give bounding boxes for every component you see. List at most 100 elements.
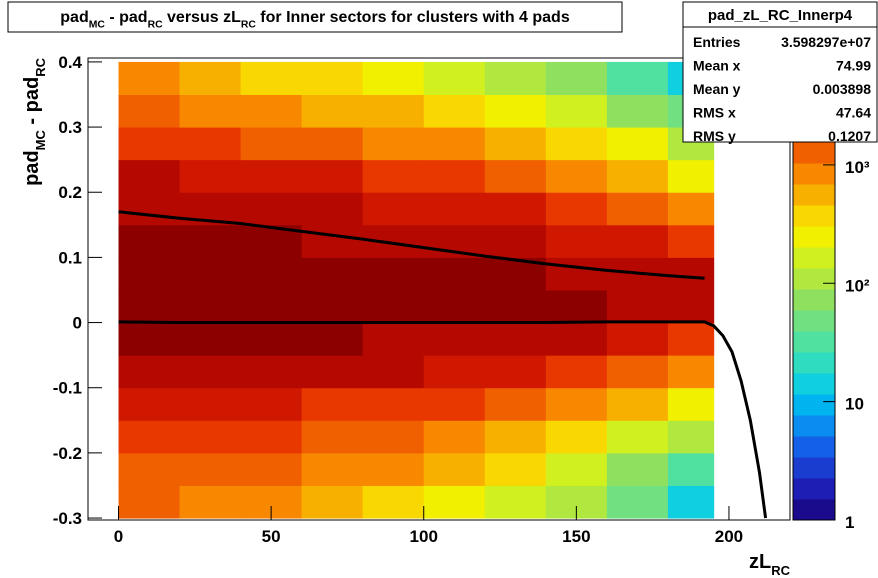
heat-cell (362, 289, 425, 324)
heat-cell (240, 452, 303, 486)
stats-value: 47.64 (836, 105, 871, 121)
heat-cell (545, 322, 608, 356)
colorbar-band (793, 268, 835, 290)
heat-cell (240, 94, 303, 128)
heat-cell (179, 224, 242, 258)
heat-cell (301, 420, 364, 454)
colorbar-band (793, 163, 835, 185)
heat-cell (362, 159, 425, 193)
heat-cell (545, 94, 608, 128)
text-part: for Inner sectors for clusters with 4 pa… (256, 9, 570, 26)
text-part: versus zL (163, 9, 241, 26)
y-tick-label: 0.1 (58, 248, 82, 267)
y-tick-label: 0.3 (58, 118, 82, 137)
colorbar-band (793, 289, 835, 311)
heat-cell (362, 452, 425, 486)
heat-cell (423, 61, 486, 95)
heat-cell (606, 192, 669, 226)
profile-line (118, 210, 705, 280)
heat-cell (301, 452, 364, 486)
y-tick-label: 0 (73, 314, 82, 333)
colorbar-band (793, 184, 835, 206)
heat-cell (179, 420, 242, 454)
y-tick-label: -0.2 (53, 444, 82, 463)
heat-cell (545, 127, 608, 161)
heat-cell (606, 94, 669, 128)
heat-cell (484, 224, 547, 258)
heat-cell (423, 159, 486, 193)
heat-cell (118, 159, 181, 193)
heat-cell (545, 159, 608, 193)
heat-cell (484, 355, 547, 389)
stats-value: 0.1207 (828, 128, 871, 144)
heat-cell (545, 452, 608, 486)
heat-cell (545, 257, 608, 291)
heat-cell (240, 159, 303, 193)
heat-cell (606, 452, 669, 486)
heat-cell (484, 322, 547, 356)
y-tick-label: -0.1 (53, 379, 82, 398)
heat-cell (118, 355, 181, 389)
heat-cell (667, 420, 715, 454)
stats-key: Mean y (693, 81, 741, 97)
x-tick-label: 200 (715, 527, 743, 546)
stats-key: RMS y (693, 128, 736, 144)
chart-title: padMC - padRC versus zLRC for Inner sect… (60, 9, 570, 31)
heat-cell (118, 94, 181, 128)
colorbar-band (793, 352, 835, 374)
heat-cell (240, 420, 303, 454)
heat-cell (484, 159, 547, 193)
stats-box (682, 1, 878, 143)
heat-cell (118, 224, 181, 258)
heat-cell (240, 289, 303, 324)
heat-cell (362, 94, 425, 128)
heat-cell (606, 127, 669, 161)
colorbar-band (793, 478, 835, 500)
text-part: - pad (105, 9, 148, 26)
y-axis-label: padMC - padRC (21, 57, 48, 186)
heat-cell (667, 289, 715, 324)
y-tick-label: -0.3 (53, 509, 82, 528)
heat-cell (179, 159, 242, 193)
heat-cell (545, 355, 608, 389)
heat-cell (179, 452, 242, 486)
heat-cell (118, 485, 181, 519)
colorbar-band (793, 457, 835, 479)
heat-cell (118, 127, 181, 161)
heat-cell (667, 192, 715, 226)
colorbar-band (793, 415, 835, 437)
heat-cell (484, 127, 547, 161)
heat-cell (667, 322, 715, 356)
heat-cell (484, 192, 547, 226)
heat-cell (179, 485, 242, 519)
heat-cell (118, 257, 181, 291)
heat-cell (362, 485, 425, 519)
heat-cell (301, 289, 364, 324)
heat-cell (301, 192, 364, 226)
heat-cell (667, 485, 715, 519)
heat-cell (667, 387, 715, 421)
heat-cell (423, 94, 486, 128)
heat-cell (423, 192, 486, 226)
y-tick-label: 0.2 (58, 183, 82, 202)
heat-cell (179, 387, 242, 421)
text-part: pad (60, 9, 88, 26)
x-tick-label: 0 (114, 527, 123, 546)
heat-cell (484, 452, 547, 486)
heat-cell (545, 387, 608, 421)
x-tick-label: 150 (562, 527, 590, 546)
subscript: MC (33, 130, 48, 151)
heat-cell (301, 322, 364, 356)
heat-cell (545, 224, 608, 258)
heat-cell (301, 94, 364, 128)
heat-cell (301, 159, 364, 193)
heat-cell (118, 322, 181, 356)
z-tick-label: 10 (845, 395, 864, 414)
x-axis-label: zLRC (749, 551, 791, 578)
heat-cell (240, 355, 303, 389)
heat-cell (484, 61, 547, 95)
text-part: zL (749, 551, 771, 573)
heat-cell (423, 127, 486, 161)
heat-cell (606, 159, 669, 193)
heat-cell (179, 61, 242, 95)
